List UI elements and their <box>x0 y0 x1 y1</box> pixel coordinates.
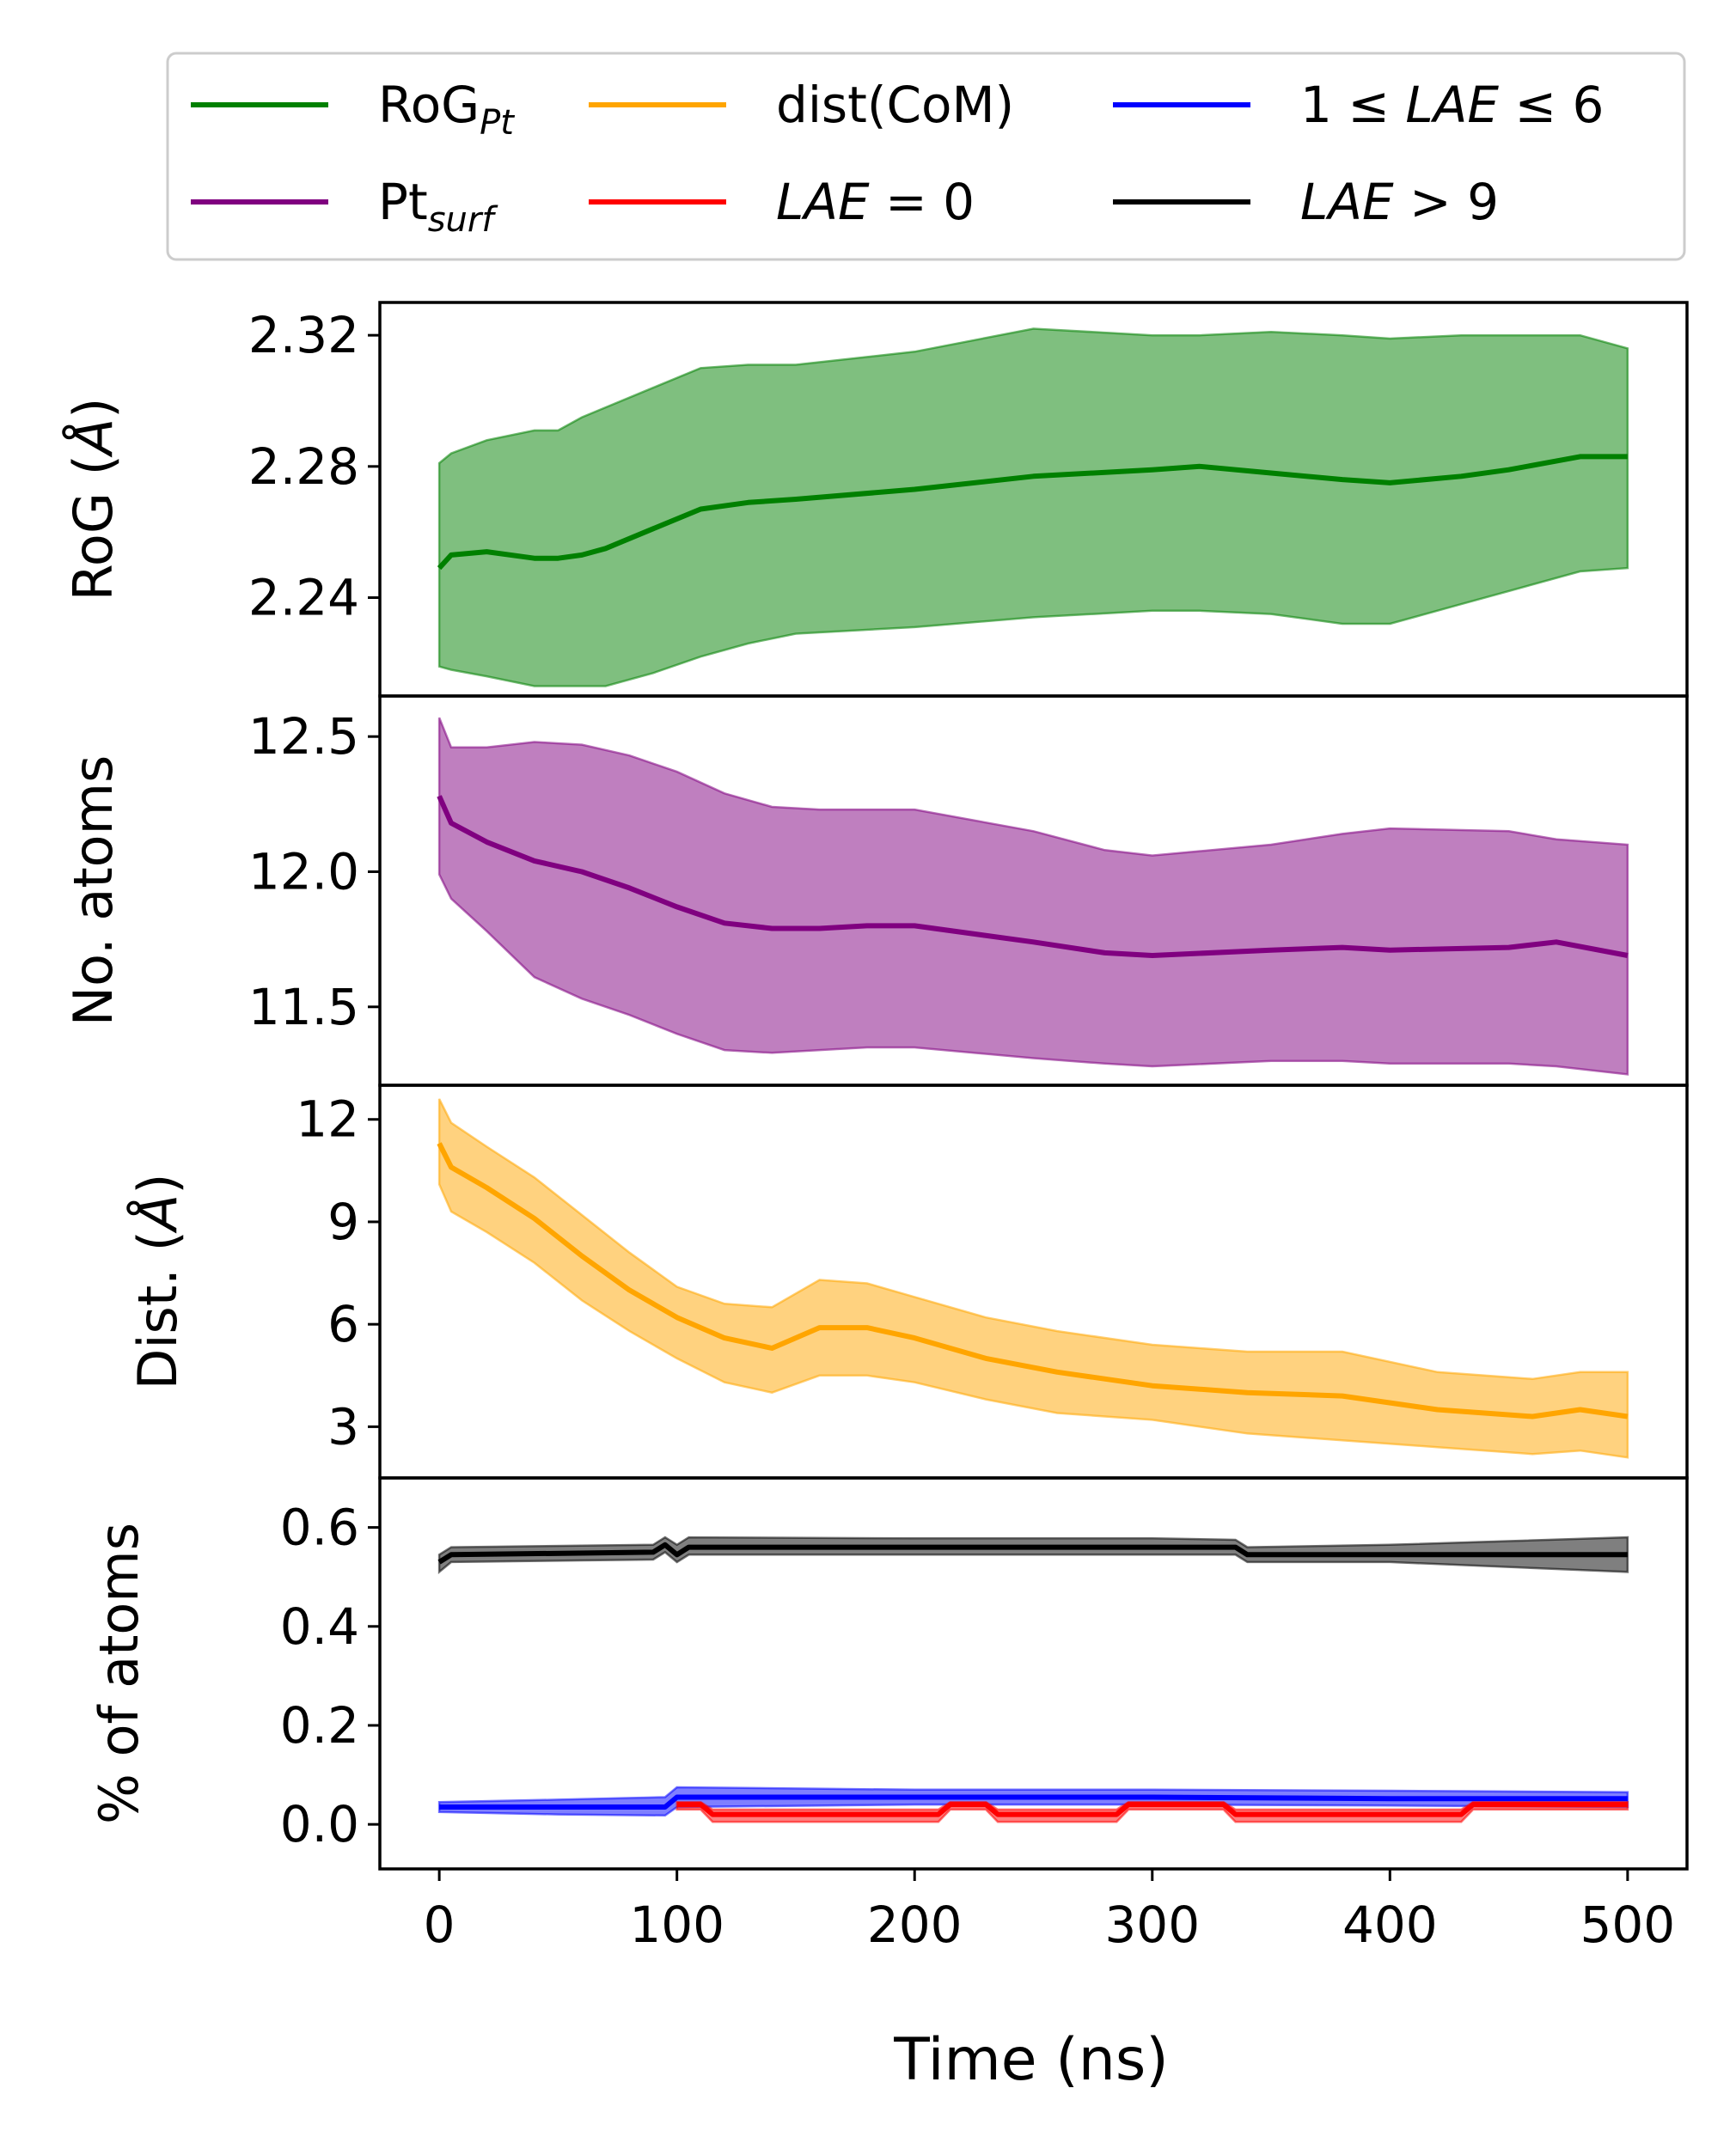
y-tick-label: 0.4 <box>280 1597 359 1656</box>
x-tick-label: 200 <box>867 1896 963 1954</box>
line-lae-0 <box>676 1802 1628 1817</box>
y-tick-label: 3 <box>327 1397 359 1456</box>
y-tick-label: 9 <box>327 1193 359 1251</box>
y-tick-label: 6 <box>327 1295 359 1353</box>
line-lae-9 <box>437 1542 1628 1565</box>
line-pt-surf <box>437 795 1629 958</box>
legend-frame <box>166 52 1686 261</box>
y-tick-label: 12.0 <box>248 842 359 901</box>
legend-entry-lae0: LAE = 0 <box>589 173 975 231</box>
panel-4: 0.0 0.2 0.4 0.6 % of atoms 0 100 200 300 400 500 <box>88 1476 1689 1954</box>
band-dist-com- <box>437 1098 1629 1459</box>
plot-area-4 <box>437 1536 1629 1823</box>
y-tick-label: 12 <box>296 1090 359 1149</box>
line-1-lae-6 <box>439 1794 1628 1810</box>
plot-area-1 <box>437 327 1629 687</box>
legend-label: dist(CoM) <box>776 76 1014 134</box>
legend-entry-lae16: 1 ≤ LAE ≤ 6 <box>1113 76 1604 134</box>
band-pt-surf <box>437 717 1629 1076</box>
legend-label: LAE = 0 <box>776 173 975 231</box>
panel-1: 2.24 2.28 2.32 RoG (Å) <box>62 301 1689 698</box>
x-axis-title: Time (ns) <box>893 2026 1169 2094</box>
y-tick-label: 0.6 <box>280 1499 359 1557</box>
plot-area-2 <box>437 717 1629 1076</box>
x-tick-label: 500 <box>1580 1896 1676 1954</box>
y-axis-title-2: No. atoms <box>62 755 125 1027</box>
y-tick-label: 0.2 <box>280 1696 359 1755</box>
panel-2: 11.5 12.0 12.5 No. atoms <box>62 694 1689 1087</box>
band-rog-pt <box>437 327 1629 687</box>
y-tick-label: 2.32 <box>248 306 359 364</box>
frame-4 <box>378 1476 1689 1871</box>
y-tick-label: 0.0 <box>280 1795 359 1853</box>
x-tick-label: 100 <box>629 1896 724 1954</box>
line-dist-com- <box>437 1142 1629 1420</box>
x-tick-label: 300 <box>1104 1896 1200 1954</box>
x-tick-label: 400 <box>1342 1896 1438 1954</box>
panel-3: 3 6 9 12 Dist. (Å) <box>126 1084 1689 1480</box>
y-tick-label: 11.5 <box>248 978 359 1036</box>
y-tick-label: 12.5 <box>248 707 359 766</box>
y-tick-label: 2.24 <box>248 569 359 627</box>
legend-entry-dist: dist(CoM) <box>589 76 1014 134</box>
legend-label: 1 ≤ LAE ≤ 6 <box>1300 76 1604 134</box>
legend-entry-lae9: LAE > 9 <box>1113 173 1499 231</box>
plot-area-3 <box>437 1098 1629 1459</box>
line-rog-pt <box>437 454 1628 571</box>
y-axis-title-3: Dist. (Å) <box>126 1174 189 1390</box>
panels: 2.24 2.28 2.32 RoG (Å) 11.5 12.0 12.5 No. atoms… <box>62 301 1689 1954</box>
y-tick-label: 2.28 <box>248 437 359 496</box>
x-tick-label: 0 <box>424 1896 455 1954</box>
y-axis-title-4: % of atoms <box>88 1523 150 1824</box>
y-axis-title-1: RoG (Å) <box>62 398 125 601</box>
legend-label: LAE > 9 <box>1300 173 1499 231</box>
